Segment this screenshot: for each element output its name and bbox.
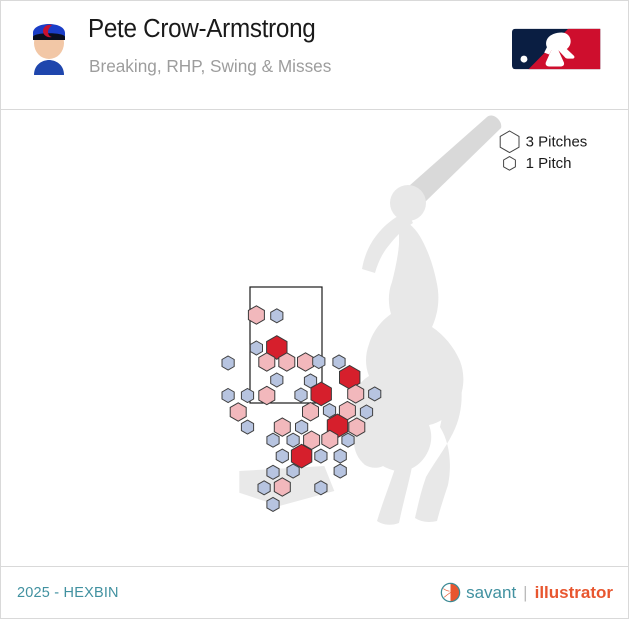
svg-text:3 Pitches: 3 Pitches — [526, 134, 588, 151]
svg-text:1 Pitch: 1 Pitch — [526, 155, 572, 172]
